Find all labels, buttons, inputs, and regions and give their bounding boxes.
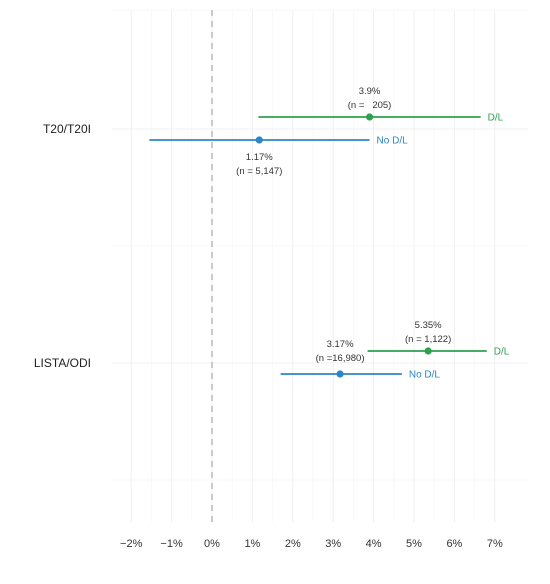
x-tick-label: 1%: [244, 538, 260, 550]
estimate-point: [255, 136, 263, 144]
x-axis-ticks: −2% −1% 0% 1% 2% 3% 4% 5% 6% 7%: [120, 538, 503, 550]
data-label-n: (n = 5,147): [236, 166, 282, 177]
estimate-point: [365, 113, 374, 121]
data-label-pct: 5.35%: [415, 320, 442, 331]
data-label-n: (n = 1,122): [405, 334, 451, 345]
x-tick-label: −1%: [160, 538, 183, 550]
x-tick-label: 7%: [487, 538, 503, 550]
series-marks: D/L 3.9% (n = 205) D/L 5.35% (n = 1,122) No D/…: [149, 86, 510, 381]
category-labels: T20/T20I LISTA/ODI: [34, 122, 91, 370]
x-tick-label: 4%: [366, 538, 382, 550]
estimate-point: [336, 370, 344, 378]
x-tick-label: 5%: [406, 538, 422, 550]
x-tick-label: 0%: [204, 538, 220, 550]
category-label: T20/T20I: [43, 122, 91, 136]
series-label: D/L: [494, 347, 510, 358]
series-label: No D/L: [377, 136, 409, 147]
data-label-pct: 3.17%: [327, 339, 354, 350]
series-label: D/L: [488, 113, 504, 124]
data-label-pct: 3.9%: [359, 86, 381, 97]
data-label-pct: 1.17%: [246, 152, 273, 163]
series-label: No D/L: [409, 370, 441, 381]
x-tick-label: 2%: [285, 538, 301, 550]
x-tick-label: 6%: [446, 538, 462, 550]
estimate-point: [424, 347, 432, 355]
x-tick-label: −2%: [120, 538, 143, 550]
gridlines: [112, 9, 528, 522]
data-label-n: (n =16,980): [316, 353, 365, 364]
category-label: LISTA/ODI: [34, 356, 91, 370]
x-tick-label: 3%: [325, 538, 341, 550]
data-label-n: (n = 205): [348, 100, 392, 111]
